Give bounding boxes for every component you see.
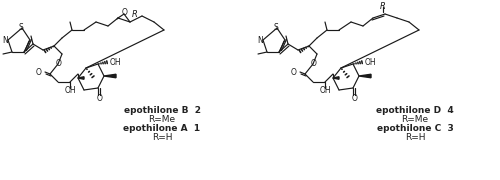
- Text: O: O: [122, 8, 128, 17]
- Text: R=Me: R=Me: [402, 115, 428, 124]
- Text: epothilone A  1: epothilone A 1: [124, 124, 200, 133]
- Text: N: N: [2, 35, 8, 44]
- Polygon shape: [359, 74, 371, 78]
- Text: S: S: [18, 22, 24, 32]
- Polygon shape: [104, 74, 116, 78]
- Text: O: O: [291, 68, 297, 76]
- Text: OH: OH: [64, 86, 76, 94]
- Text: N: N: [257, 35, 263, 44]
- Text: OH: OH: [365, 57, 376, 66]
- Text: O: O: [352, 93, 358, 102]
- Text: O: O: [56, 58, 62, 68]
- Text: R=H: R=H: [152, 133, 172, 142]
- Text: OH: OH: [319, 86, 331, 94]
- Text: O: O: [36, 68, 42, 76]
- Polygon shape: [78, 77, 84, 79]
- Text: epothilone C  3: epothilone C 3: [376, 124, 454, 133]
- Text: O: O: [311, 58, 317, 68]
- Text: O: O: [97, 93, 103, 102]
- Text: R=Me: R=Me: [148, 115, 176, 124]
- Text: epothilone D  4: epothilone D 4: [376, 106, 454, 115]
- Text: R: R: [380, 1, 386, 10]
- Text: R=H: R=H: [405, 133, 425, 142]
- Text: epothilone B  2: epothilone B 2: [124, 106, 200, 115]
- Text: OH: OH: [110, 57, 122, 66]
- Text: R: R: [132, 10, 138, 19]
- Polygon shape: [333, 77, 339, 79]
- Text: S: S: [274, 22, 278, 32]
